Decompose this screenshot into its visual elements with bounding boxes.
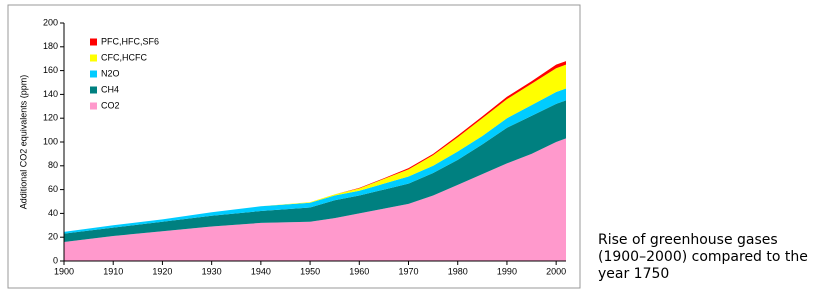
area bbox=[64, 88, 566, 234]
x-tick-label: 1930 bbox=[202, 266, 222, 276]
y-tick-label: 20 bbox=[48, 232, 58, 242]
y-tick-label: 140 bbox=[43, 89, 58, 99]
y-tick-label: 200 bbox=[43, 17, 58, 27]
y-tick-label: 0 bbox=[53, 255, 58, 265]
legend-swatch bbox=[90, 86, 97, 94]
x-tick-label: 1970 bbox=[398, 266, 418, 276]
y-tick-label: 120 bbox=[43, 113, 58, 123]
y-tick-label: 40 bbox=[48, 208, 58, 218]
x-tick-label: 2000 bbox=[546, 266, 566, 276]
x-tick-label: 1950 bbox=[300, 266, 320, 276]
area bbox=[64, 100, 566, 242]
legend-label: N2O bbox=[101, 68, 120, 78]
y-tick-label: 60 bbox=[48, 184, 58, 194]
x-tick-label: 1900 bbox=[54, 266, 74, 276]
legend-label: CFC,HCFC bbox=[101, 52, 147, 62]
legend-swatch bbox=[90, 54, 97, 62]
legend-label: PFC,HFC,SF6 bbox=[101, 36, 159, 46]
legend-swatch bbox=[90, 70, 97, 78]
x-tick-label: 1920 bbox=[152, 266, 172, 276]
chart: Additional CO2 equivalents (ppm) 0 20 40 60… bbox=[7, 4, 581, 289]
x-tick-label: 1990 bbox=[497, 266, 517, 276]
legend-swatch bbox=[90, 38, 97, 46]
x-tick-label: 1940 bbox=[251, 266, 271, 276]
y-tick-label: 80 bbox=[48, 160, 58, 170]
x-tick-label: 1910 bbox=[103, 266, 123, 276]
x-tick-label: 1960 bbox=[349, 266, 369, 276]
caption: Rise of greenhouse gases (1900–2000) com… bbox=[598, 232, 808, 282]
legend-swatch bbox=[90, 102, 97, 110]
y-tick-label: 100 bbox=[43, 136, 58, 146]
y-tick-label: 160 bbox=[43, 65, 58, 75]
x-tick-label: 1980 bbox=[448, 266, 468, 276]
y-axis-label: Additional CO2 equivalents (ppm) bbox=[18, 75, 28, 210]
legend-label: CO2 bbox=[101, 100, 120, 110]
legend-label: CH4 bbox=[101, 84, 119, 94]
y-tick-label: 180 bbox=[43, 41, 58, 51]
area bbox=[64, 138, 566, 261]
